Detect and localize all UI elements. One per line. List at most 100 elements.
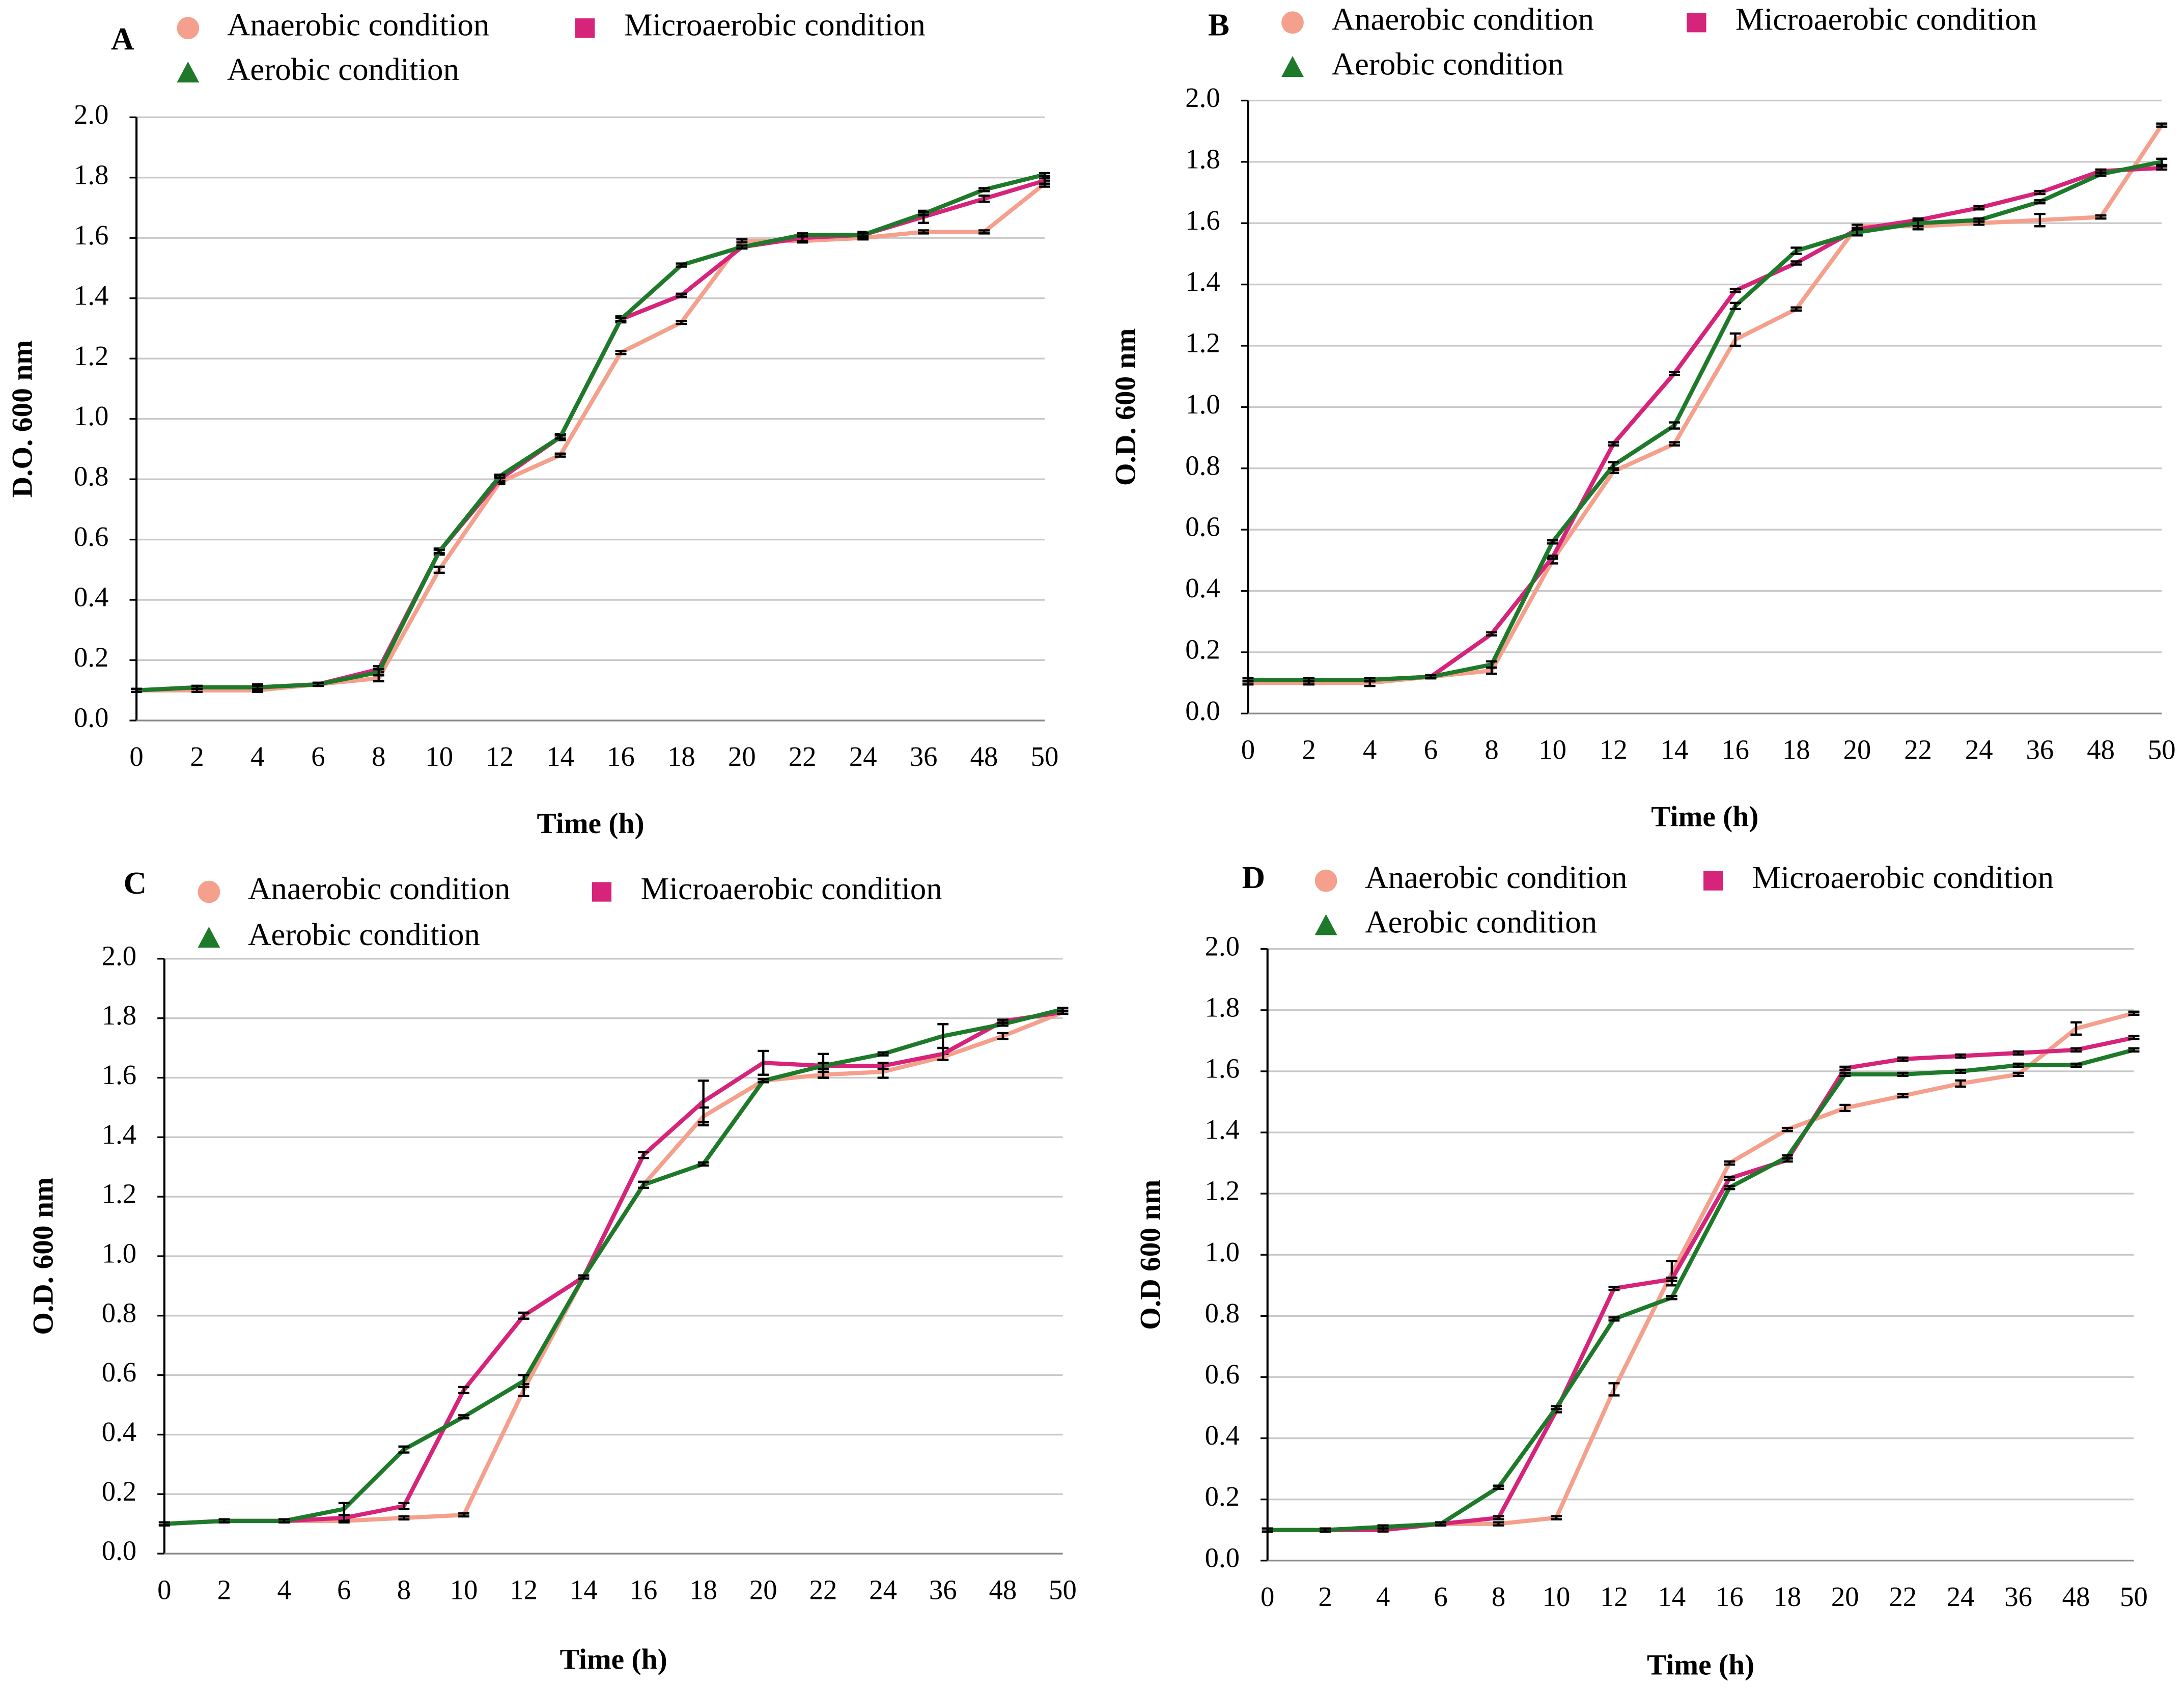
series-line [136,178,1046,693]
error-bar [518,1311,529,1320]
y-tick-label: 1.4 [102,1119,136,1150]
error-bar [1839,1103,1851,1113]
error-bar [1897,1071,1909,1077]
x-tick-label: 0 [1261,1581,1274,1612]
panel-label: B [1208,7,1229,43]
y-tick-label: 1.8 [102,1000,136,1031]
series-line [1248,124,2164,685]
error-bar [797,232,808,238]
x-tick-label: 22 [809,1574,837,1605]
legend-marker [1687,13,1706,33]
x-tick-label: 12 [486,741,514,772]
x-tick-label: 8 [1492,1581,1505,1612]
y-axis-label: O.D. 600 nm [27,1177,59,1335]
x-tick-label: 16 [630,1574,658,1605]
error-bar [1425,674,1437,680]
x-tick-label: 2 [217,1574,231,1605]
error-bar [1852,228,1863,237]
y-tick-label: 0.8 [102,1297,136,1328]
x-tick-label: 22 [789,741,817,772]
error-bar [398,1515,410,1521]
y-tick-label: 1.8 [1205,991,1240,1022]
error-bar [2070,1021,2082,1036]
legend-marker [1314,914,1337,935]
panel-label: C [124,865,147,901]
legend-marker [177,17,200,40]
x-tick-label: 14 [570,1574,598,1605]
y-tick-label: 1.8 [74,159,108,190]
error-bar [312,681,324,687]
legend-marker [1281,11,1304,34]
x-axis-label: Time (h) [537,808,644,840]
error-bar [433,565,445,574]
error-bar [1303,677,1315,683]
y-tick-label: 1.2 [102,1178,136,1209]
error-bar [1724,1175,1735,1181]
x-tick-label: 8 [372,741,385,772]
panel-label: D [1242,860,1265,895]
error-bar [1666,1277,1677,1282]
x-tick-label: 10 [450,1574,478,1605]
error-bar [218,1518,230,1524]
error-bar [2034,189,2046,196]
y-tick-label: 0.0 [1185,695,1220,726]
x-tick-label: 2 [1302,734,1315,765]
legend-label: Aerobic condition [248,917,480,952]
error-bar [937,1023,949,1049]
x-tick-label: 48 [2062,1581,2090,1612]
error-bar [1547,539,1558,545]
error-bar [1547,555,1558,560]
legend-marker [592,882,612,902]
error-bar [697,1079,709,1124]
y-tick-label: 0.6 [1185,511,1220,542]
error-bar [1897,1056,1909,1062]
x-tick-label: 4 [1363,734,1377,765]
error-bar [1669,441,1680,447]
x-tick-label: 24 [849,741,877,772]
error-bar [1790,260,1802,266]
error-bar [1493,1515,1504,1520]
error-bar [1551,1405,1562,1410]
series-line [1267,1011,2135,1532]
error-bar [2012,1050,2024,1056]
legend-marker [198,880,220,903]
y-tick-label: 0.2 [102,1476,136,1507]
y-tick-label: 1.6 [74,219,108,251]
error-bar [638,1180,649,1189]
x-tick-label: 36 [2004,1581,2032,1612]
error-bar [2128,1047,2140,1053]
error-bar [1729,288,1741,293]
y-tick-label: 1.2 [74,340,108,371]
x-tick-label: 22 [1889,1581,1917,1612]
y-tick-label: 1.0 [74,400,108,431]
error-bar [554,452,566,458]
legend-marker [1281,56,1304,77]
error-bar [1364,677,1376,683]
error-bar [615,317,627,322]
error-bar [758,1049,769,1076]
y-tick-label: 0.0 [102,1535,136,1566]
x-tick-label: 4 [277,1574,291,1605]
x-tick-label: 8 [1485,734,1498,765]
series-line [1267,1035,2135,1532]
y-tick-label: 2.0 [1205,930,1240,961]
error-bar [1839,1071,1851,1077]
error-bar [1897,1093,1909,1099]
x-tick-label: 50 [1031,741,1059,772]
legend-label: Microaerobic condition [1752,860,2054,895]
error-bar [1242,677,1254,683]
error-bar [458,1512,470,1518]
error-bar [877,1062,889,1070]
error-bar [2128,1035,2140,1041]
error-bar [458,1386,470,1394]
x-tick-label: 20 [728,741,756,772]
error-bar [1973,205,1985,211]
legend-marker [198,926,220,948]
legend-label: Aerobic condition [1332,46,1564,81]
x-tick-label: 6 [311,741,325,772]
error-bar [1729,301,1741,310]
error-bar [2128,1010,2140,1016]
error-bar [918,211,930,217]
error-bar [918,229,930,235]
legend-label: Anaerobic condition [248,871,510,906]
